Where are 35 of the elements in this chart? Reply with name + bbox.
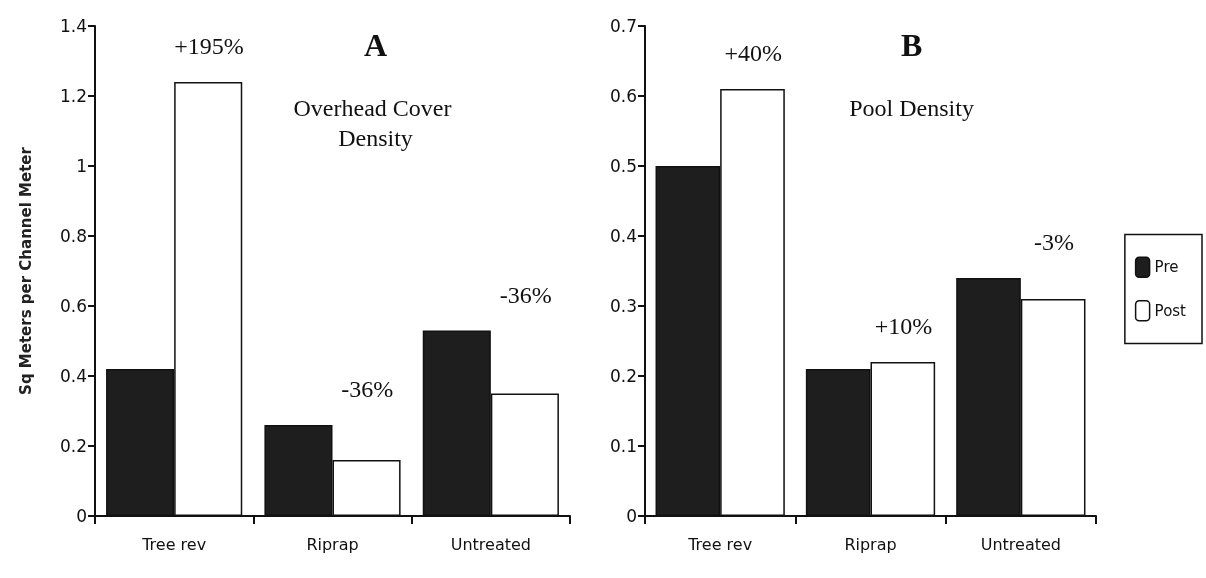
y-tick-label: 0.1: [609, 436, 637, 456]
y-tick-label: 0.6: [59, 296, 87, 316]
y-tick-label: 0.7: [609, 16, 637, 36]
x-tick-label: Untreated: [450, 534, 531, 554]
annotation: +10%: [874, 313, 933, 339]
y-tick-label: 0.4: [609, 226, 637, 246]
annotation: -36%: [341, 376, 394, 402]
y-tick-label: 0: [626, 506, 637, 526]
x-tick-label: Untreated: [980, 534, 1061, 554]
x-tick-label: Tree rev: [687, 534, 753, 554]
y-tick-label: 0.6: [609, 86, 637, 106]
annotation: +195%: [174, 33, 244, 59]
y-tick-label: 0.8: [59, 226, 87, 246]
y-tick-label: 0.5: [609, 156, 637, 176]
y-tick-label: 1: [76, 156, 87, 176]
annotation: -3%: [1033, 229, 1074, 255]
chart-title: A: [363, 27, 388, 63]
y-tick-label: 0.2: [59, 436, 87, 456]
chart-title: B: [900, 27, 923, 63]
y-tick-label: 0.4: [59, 366, 87, 386]
legend-label: Post: [1154, 301, 1187, 320]
y-tick-label: 0.3: [609, 296, 637, 316]
y-tick-label: 0.2: [609, 366, 637, 386]
annotation: +40%: [724, 40, 783, 66]
x-tick-label: Riprap: [844, 534, 897, 554]
legend-label: Pre: [1154, 258, 1179, 277]
x-tick-label: Riprap: [306, 534, 359, 554]
y-tick-label: 0: [76, 506, 87, 526]
y-axis-title: Sq Meters per Channel Meter: [16, 146, 35, 395]
annotation: -36%: [499, 281, 552, 308]
y-tick-label: 1.4: [59, 16, 87, 36]
x-tick-label: Tree rev: [141, 534, 207, 554]
text: Pool Density: [849, 95, 974, 121]
text: Overhead Cover Density: [293, 95, 458, 151]
y-tick-label: 1.2: [59, 86, 87, 106]
